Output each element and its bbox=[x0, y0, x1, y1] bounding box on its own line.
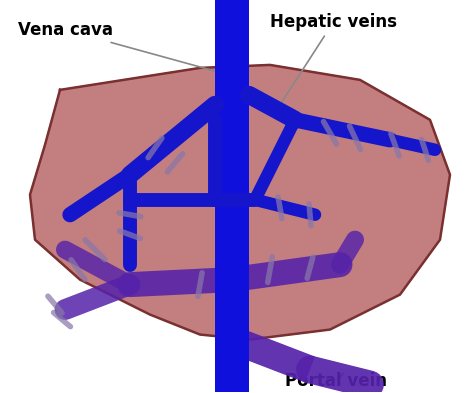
Text: Vena cava: Vena cava bbox=[18, 21, 215, 71]
Text: Portal vein: Portal vein bbox=[285, 373, 387, 391]
Bar bbox=[215, 0, 249, 393]
Text: Hepatic veins: Hepatic veins bbox=[270, 13, 397, 103]
Polygon shape bbox=[30, 65, 450, 340]
